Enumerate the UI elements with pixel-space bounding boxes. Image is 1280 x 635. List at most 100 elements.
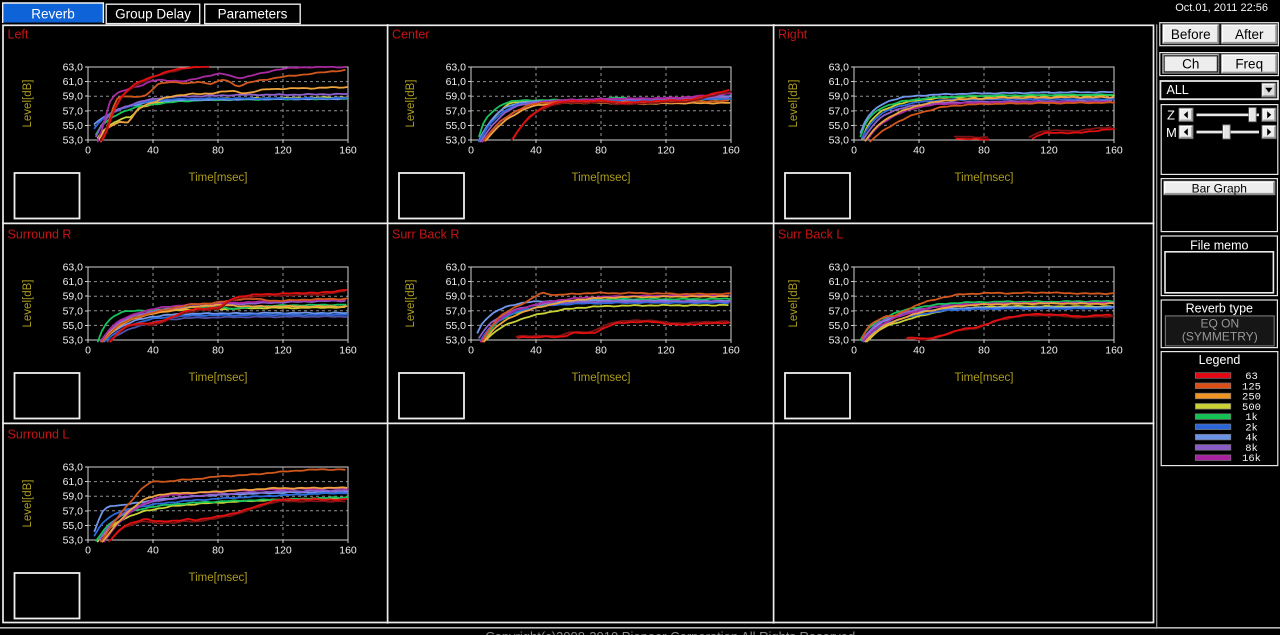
svg-text:63,0: 63,0: [829, 262, 850, 274]
svg-text:80: 80: [212, 545, 224, 557]
svg-text:Time[msec]: Time[msec]: [189, 172, 248, 184]
svg-text:55,0: 55,0: [829, 120, 850, 132]
svg-text:EQ ON: EQ ON: [1200, 317, 1239, 331]
svg-text:160: 160: [339, 345, 357, 357]
svg-text:55,0: 55,0: [446, 320, 467, 332]
svg-text:Time[msec]: Time[msec]: [955, 372, 1014, 384]
svg-text:Legend: Legend: [1199, 353, 1241, 367]
svg-text:Z: Z: [1167, 108, 1175, 123]
svg-text:53,0: 53,0: [446, 135, 467, 147]
svg-text:Ch: Ch: [1182, 57, 1199, 72]
svg-text:160: 160: [722, 145, 740, 157]
svg-text:0: 0: [85, 145, 91, 157]
svg-text:57,0: 57,0: [829, 105, 850, 117]
svg-text:120: 120: [274, 545, 292, 557]
svg-text:0: 0: [85, 545, 91, 557]
svg-text:500: 500: [1242, 402, 1261, 414]
svg-text:Level[dB]: Level[dB]: [405, 80, 417, 128]
svg-text:2k: 2k: [1245, 422, 1258, 434]
svg-text:Time[msec]: Time[msec]: [189, 572, 248, 584]
svg-text:Group Delay: Group Delay: [115, 7, 191, 22]
svg-text:59,0: 59,0: [446, 91, 467, 103]
svg-text:40: 40: [147, 145, 159, 157]
svg-text:Reverb type: Reverb type: [1186, 301, 1253, 315]
svg-text:63,0: 63,0: [63, 262, 84, 274]
svg-text:55,0: 55,0: [63, 120, 84, 132]
svg-text:53,0: 53,0: [63, 535, 84, 547]
svg-text:160: 160: [339, 545, 357, 557]
svg-text:Reverb: Reverb: [31, 7, 75, 22]
svg-text:After: After: [1235, 27, 1264, 42]
svg-text:Level[dB]: Level[dB]: [405, 280, 417, 328]
svg-text:55,0: 55,0: [446, 120, 467, 132]
svg-text:40: 40: [530, 145, 542, 157]
svg-text:Level[dB]: Level[dB]: [22, 280, 34, 328]
svg-text:59,0: 59,0: [63, 491, 84, 503]
svg-text:40: 40: [913, 145, 925, 157]
svg-text:40: 40: [147, 345, 159, 357]
svg-text:Right: Right: [778, 28, 808, 42]
svg-text:80: 80: [978, 345, 990, 357]
svg-text:61,0: 61,0: [829, 76, 850, 88]
svg-text:61,0: 61,0: [63, 76, 84, 88]
svg-text:53,0: 53,0: [63, 135, 84, 147]
svg-text:Surround L: Surround L: [8, 428, 70, 442]
svg-text:61,0: 61,0: [446, 76, 467, 88]
svg-text:40: 40: [913, 345, 925, 357]
svg-text:Bar Graph: Bar Graph: [1192, 182, 1247, 196]
svg-text:250: 250: [1242, 392, 1261, 404]
svg-text:125: 125: [1242, 381, 1261, 393]
svg-text:61,0: 61,0: [829, 276, 850, 288]
svg-text:80: 80: [595, 345, 607, 357]
svg-text:Surround R: Surround R: [8, 228, 72, 242]
svg-text:160: 160: [722, 345, 740, 357]
svg-text:63,0: 63,0: [446, 62, 467, 74]
svg-text:57,0: 57,0: [829, 305, 850, 317]
svg-text:0: 0: [85, 345, 91, 357]
svg-text:Before: Before: [1171, 27, 1211, 42]
svg-text:1k: 1k: [1245, 412, 1258, 424]
svg-text:80: 80: [212, 145, 224, 157]
svg-text:M: M: [1166, 125, 1177, 140]
svg-text:Level[dB]: Level[dB]: [22, 480, 34, 528]
svg-text:160: 160: [1105, 145, 1123, 157]
svg-text:63,0: 63,0: [63, 62, 84, 74]
svg-text:59,0: 59,0: [829, 291, 850, 303]
svg-text:80: 80: [212, 345, 224, 357]
svg-text:16k: 16k: [1242, 453, 1261, 465]
svg-text:55,0: 55,0: [63, 320, 84, 332]
svg-text:Time[msec]: Time[msec]: [189, 372, 248, 384]
svg-text:Freq: Freq: [1235, 57, 1263, 72]
svg-text:Surr Back R: Surr Back R: [392, 228, 459, 242]
svg-text:120: 120: [1040, 145, 1058, 157]
svg-text:0: 0: [468, 345, 474, 357]
svg-text:40: 40: [530, 345, 542, 357]
svg-text:57,0: 57,0: [446, 105, 467, 117]
svg-text:Level[dB]: Level[dB]: [788, 80, 800, 128]
svg-text:61,0: 61,0: [63, 276, 84, 288]
svg-text:61,0: 61,0: [446, 276, 467, 288]
svg-text:Left: Left: [8, 28, 29, 42]
svg-text:0: 0: [468, 145, 474, 157]
svg-text:4k: 4k: [1245, 433, 1258, 445]
svg-text:120: 120: [274, 345, 292, 357]
svg-text:63,0: 63,0: [829, 62, 850, 74]
svg-text:61,0: 61,0: [63, 476, 84, 488]
svg-text:120: 120: [657, 345, 675, 357]
svg-text:55,0: 55,0: [829, 320, 850, 332]
svg-text:80: 80: [978, 145, 990, 157]
svg-text:Time[msec]: Time[msec]: [572, 172, 631, 184]
svg-text:59,0: 59,0: [446, 291, 467, 303]
svg-text:File memo: File memo: [1190, 239, 1248, 253]
svg-text:ALL: ALL: [1167, 83, 1189, 97]
svg-text:8k: 8k: [1245, 443, 1258, 455]
svg-text:(SYMMETRY): (SYMMETRY): [1182, 330, 1258, 344]
svg-text:160: 160: [1105, 345, 1123, 357]
svg-text:120: 120: [274, 145, 292, 157]
svg-text:80: 80: [595, 145, 607, 157]
svg-text:63,0: 63,0: [446, 262, 467, 274]
svg-text:Copyright(c)2008-2010 Pioneer: Copyright(c)2008-2010 Pioneer Corporatio…: [485, 629, 859, 635]
svg-text:63: 63: [1245, 371, 1258, 383]
svg-text:0: 0: [851, 145, 857, 157]
svg-text:55,0: 55,0: [63, 520, 84, 532]
